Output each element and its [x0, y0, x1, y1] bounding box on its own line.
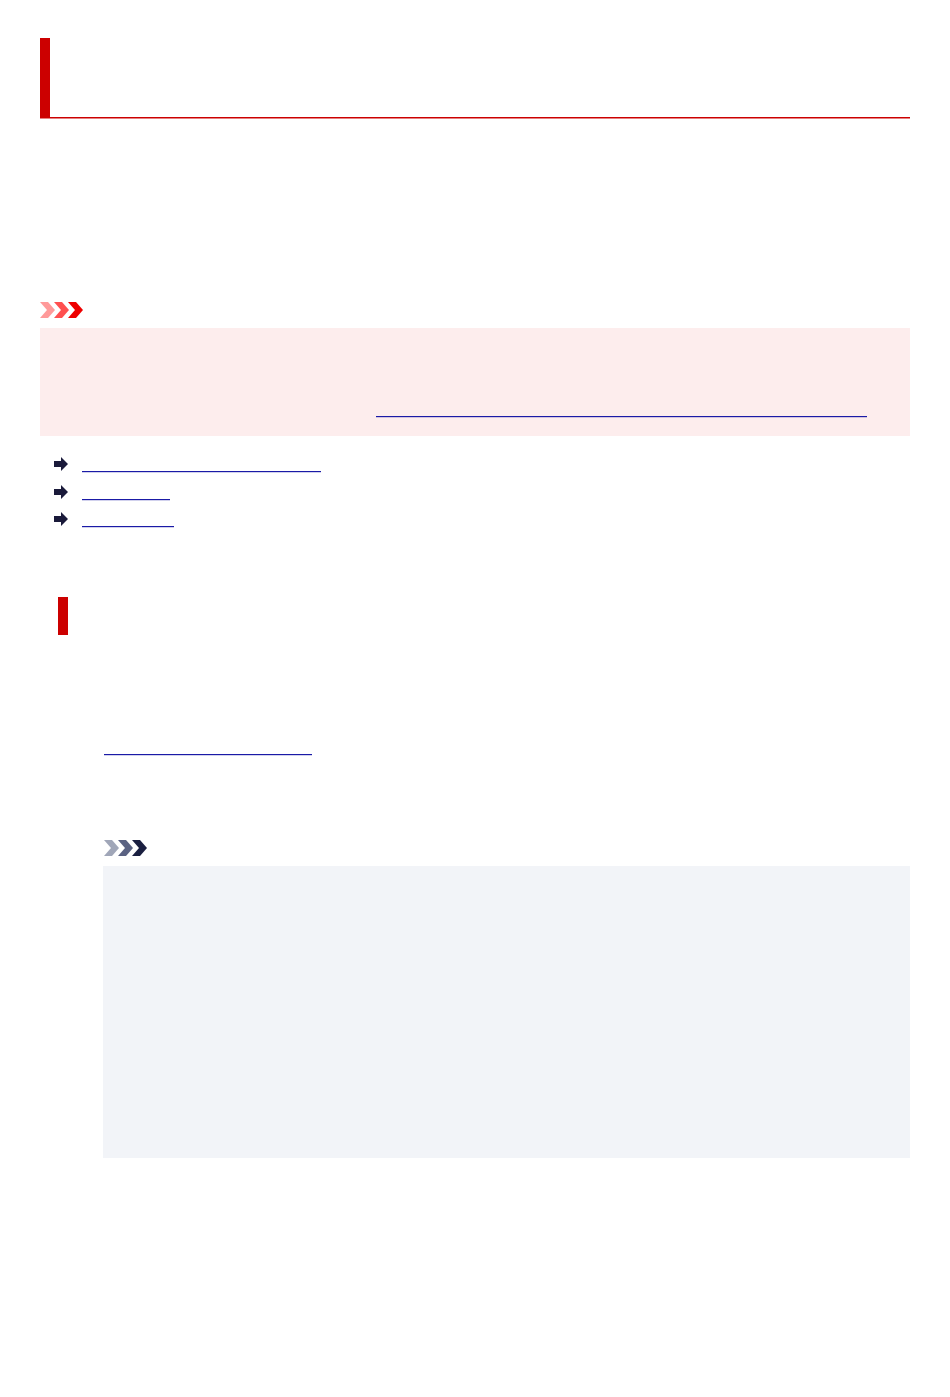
arrow-icon — [54, 512, 68, 526]
heading-rule — [40, 117, 910, 119]
note-icon — [104, 840, 147, 856]
link-underline[interactable] — [82, 526, 174, 528]
arrow-icon — [54, 457, 68, 471]
important-icon — [40, 302, 83, 318]
link-underline[interactable] — [82, 499, 170, 501]
arrow-icon — [54, 485, 68, 499]
link-underline[interactable] — [104, 754, 312, 756]
link-underline[interactable] — [376, 416, 867, 418]
link-underline[interactable] — [82, 471, 321, 473]
note-box — [103, 866, 910, 1158]
link-list — [54, 457, 321, 528]
subheading-bar — [58, 597, 68, 635]
heading-bar — [40, 38, 50, 118]
important-box — [40, 328, 910, 436]
